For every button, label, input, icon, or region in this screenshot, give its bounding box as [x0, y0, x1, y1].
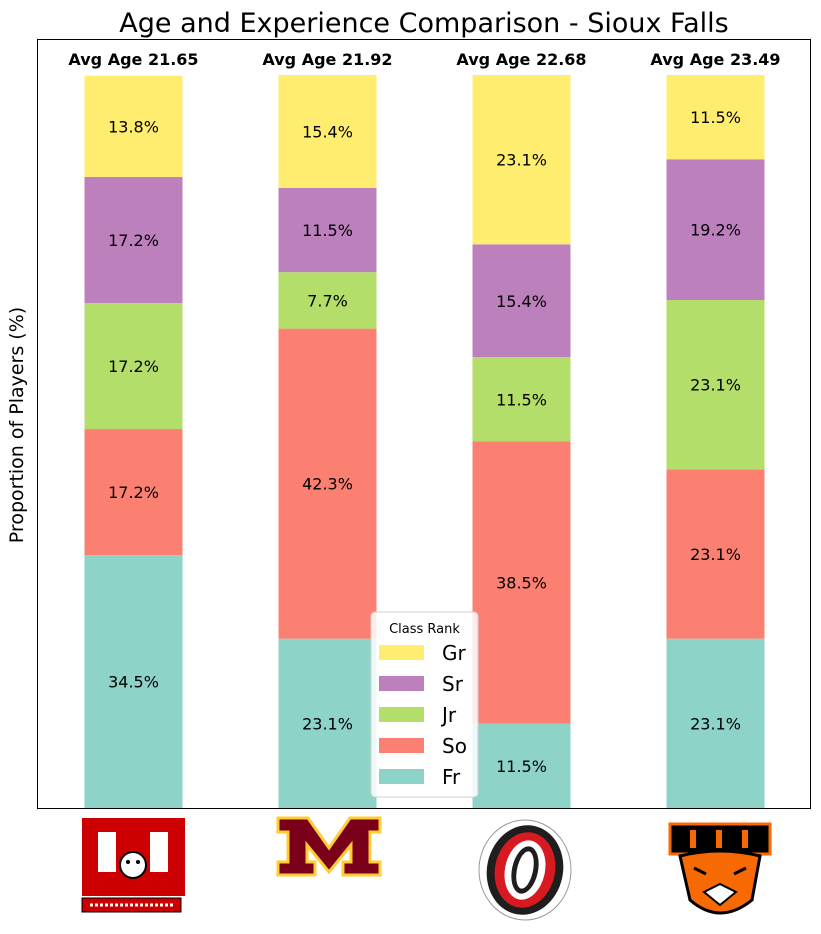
data-label-gr-4: 11.5% — [690, 108, 741, 127]
avg-age-label-1: Avg Age 21.65 — [68, 50, 198, 69]
avg-age-label-3: Avg Age 22.68 — [456, 50, 586, 69]
bar-fr-3 — [472, 723, 571, 808]
data-label-sr-4: 19.2% — [690, 221, 741, 240]
legend-label-fr: Fr — [442, 765, 461, 789]
legend-label-so: So — [442, 734, 467, 758]
data-label-sr-1: 17.2% — [108, 231, 159, 250]
bu-logo — [81, 818, 185, 913]
team-logos — [81, 816, 772, 921]
avg-age-labels: Avg Age 21.65 Avg Age 21.92 Avg Age 22.68 A… — [68, 50, 780, 69]
data-label-fr-3: 11.5% — [496, 757, 547, 776]
y-axis-label: Proportion of Players (%) — [6, 307, 28, 543]
bar-fr-4 — [666, 638, 765, 808]
data-label-jr-1: 17.2% — [108, 357, 159, 376]
bar-sr-3 — [472, 244, 571, 358]
legend-swatch-gr — [379, 645, 424, 660]
bar-so-2 — [278, 328, 377, 639]
data-label-jr-2: 7.7% — [307, 291, 348, 310]
plot-frame — [37, 39, 811, 809]
legend-label-sr: Sr — [442, 672, 464, 696]
omaha-logo — [478, 819, 572, 921]
bar-sr-4 — [666, 159, 765, 301]
avg-age-label-2: Avg Age 21.92 — [262, 50, 392, 69]
bar-so-3 — [472, 441, 571, 724]
data-label-fr-2: 23.1% — [302, 714, 353, 733]
bar-gr-3 — [472, 75, 571, 245]
data-label-jr-4: 23.1% — [690, 376, 741, 395]
data-label-sr-2: 11.5% — [302, 221, 353, 240]
data-label-so-3: 38.5% — [496, 574, 547, 593]
bar-jr-3 — [472, 357, 571, 442]
bar-fr-2 — [278, 638, 377, 808]
bar-so-1 — [84, 429, 183, 556]
minnesota-logo — [276, 816, 382, 877]
legend-title: Class Rank — [389, 622, 460, 637]
bars-group: 34.5% 17.2% 17.2% 17.2% 13.8% 23.1% 42.3% 7.7% 1… — [84, 75, 765, 808]
data-label-so-4: 23.1% — [690, 545, 741, 564]
bar-so-4 — [666, 469, 765, 639]
bar-jr-2 — [278, 272, 377, 329]
bar-jr-4 — [666, 300, 765, 470]
data-label-fr-4: 23.1% — [690, 714, 741, 733]
bar-gr-1 — [84, 75, 183, 177]
avg-age-label-4: Avg Age 23.49 — [650, 50, 780, 69]
legend-swatch-sr — [379, 676, 424, 691]
legend-swatch-so — [379, 738, 424, 753]
bar-jr-1 — [84, 302, 183, 430]
bar-fr-1 — [84, 555, 183, 808]
legend-swatch-fr — [379, 769, 424, 784]
data-label-jr-3: 11.5% — [496, 390, 547, 409]
legend-label-jr: Jr — [440, 703, 457, 727]
legend-swatch-jr — [379, 707, 424, 722]
bar-gr-2 — [278, 75, 377, 188]
data-label-gr-2: 15.4% — [302, 122, 353, 141]
rit-logo — [668, 822, 772, 915]
data-label-so-2: 42.3% — [302, 475, 353, 494]
legend-label-gr: Gr — [442, 641, 466, 665]
data-label-gr-3: 23.1% — [496, 151, 547, 170]
chart-title: Age and Experience Comparison - Sioux Fa… — [119, 8, 728, 39]
data-label-sr-3: 15.4% — [496, 292, 547, 311]
data-label-so-1: 17.2% — [108, 483, 159, 502]
data-label-gr-1: 13.8% — [108, 117, 159, 136]
bar-gr-4 — [666, 75, 765, 160]
legend: Class Rank Gr Sr Jr So Fr — [370, 611, 479, 798]
bar-sr-1 — [84, 176, 183, 303]
data-label-fr-1: 34.5% — [108, 673, 159, 692]
bar-sr-2 — [278, 187, 377, 273]
